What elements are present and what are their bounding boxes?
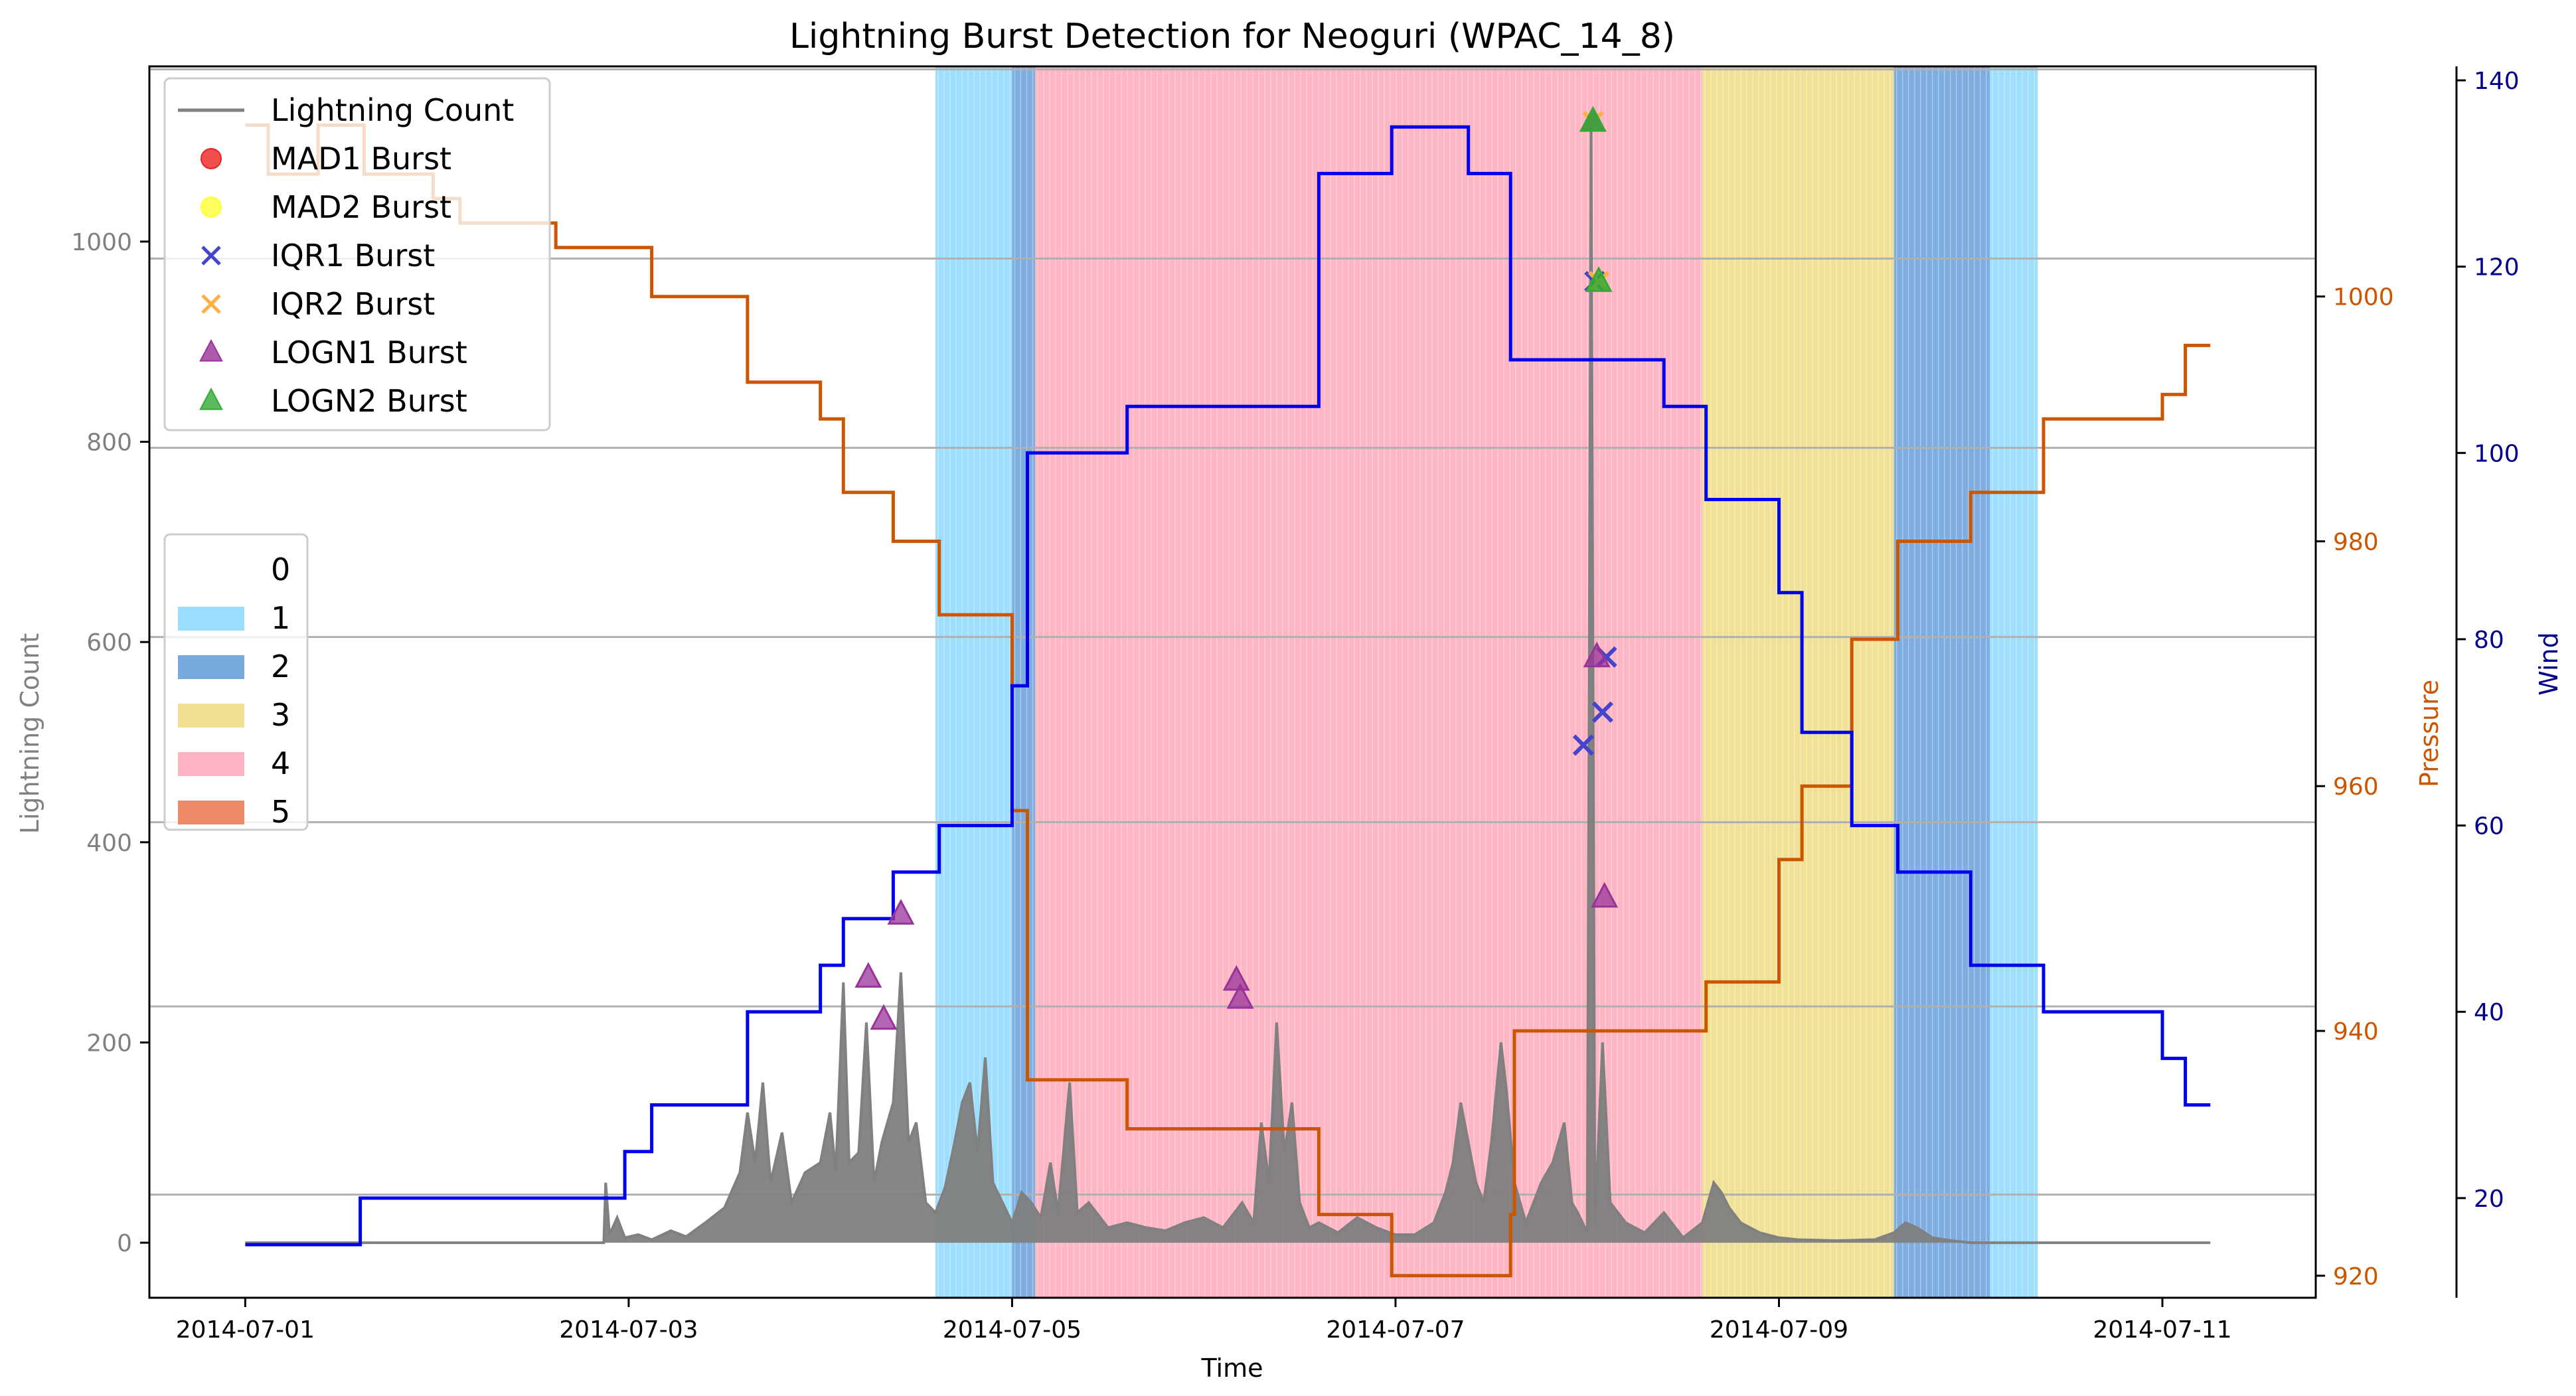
logn2-burst-marker xyxy=(1585,266,1613,292)
category-band-1 xyxy=(935,66,1012,1298)
left-tick-label: 0 xyxy=(117,1230,132,1257)
category-bands xyxy=(935,66,2038,1298)
pressure-axis-label: Pressure xyxy=(2415,680,2444,787)
legend-category-swatch xyxy=(178,655,244,679)
legend-x-swatch xyxy=(201,246,221,266)
x-tick-label: 2014-07-09 xyxy=(1710,1316,1848,1344)
wind-tick-label: 100 xyxy=(2474,440,2520,467)
iqr1-burst-marker xyxy=(1572,734,1595,756)
legend-label: 0 xyxy=(271,552,290,587)
wind-tick-label: 40 xyxy=(2474,999,2504,1026)
x-tick-label: 2014-07-07 xyxy=(1326,1316,1465,1344)
logn1-burst-marker xyxy=(854,962,882,988)
category-band-3 xyxy=(1702,66,1894,1298)
legend-category-swatch xyxy=(178,752,244,776)
pressure-tick-label: 980 xyxy=(2333,528,2379,556)
logn2-burst-marker xyxy=(1579,106,1607,132)
legend-label: 5 xyxy=(271,794,290,830)
category-band-1 xyxy=(1990,66,2038,1298)
wind-tick-label: 80 xyxy=(2474,627,2504,654)
x-tick-label: 2014-07-01 xyxy=(176,1316,315,1344)
x-tick-label: 2014-07-05 xyxy=(943,1316,1082,1344)
category-band-2 xyxy=(1893,66,1990,1298)
lightning-count-line xyxy=(245,121,2211,1245)
legend-label: MAD1 Burst xyxy=(271,141,451,177)
chart-title: Lightning Burst Detection for Neoguri (W… xyxy=(789,17,1675,56)
left-tick-label: 200 xyxy=(86,1030,132,1057)
legend-label: 4 xyxy=(271,745,290,781)
wind-tick-label: 140 xyxy=(2474,68,2520,95)
legend-triangle-swatch xyxy=(199,339,223,362)
legend-label: MAD2 Burst xyxy=(271,189,451,225)
wind-tick-label: 60 xyxy=(2474,813,2504,840)
left-tick-label: 600 xyxy=(86,629,132,657)
left-tick-label: 800 xyxy=(86,429,132,457)
axes: 2014-07-01 2014-07-03 2014-07-05 2014-07-07… xyxy=(71,66,2520,1344)
legend-label: Lightning Count xyxy=(271,92,514,128)
x-axis-label: Time xyxy=(1201,1354,1263,1383)
left-axis-label: Lightning Count xyxy=(15,633,44,834)
legend-x-swatch xyxy=(201,294,221,314)
x-tick-label: 2014-07-03 xyxy=(559,1316,698,1344)
legend-label: LOGN1 Burst xyxy=(271,335,467,370)
legend-triangle-swatch xyxy=(199,387,223,410)
legend-label: 2 xyxy=(271,649,290,684)
legend-category-swatch xyxy=(178,607,244,631)
legend-label: IQR2 Burst xyxy=(271,286,435,322)
logn1-burst-marker xyxy=(1591,882,1619,908)
series-legend-box xyxy=(163,77,551,431)
pressure-tick-label: 960 xyxy=(2333,773,2379,801)
iqr1-burst-marker xyxy=(1591,701,1613,723)
wind-line xyxy=(245,125,2211,1247)
legend-label: LOGN2 Burst xyxy=(271,383,467,419)
legend-category-swatch xyxy=(178,558,244,582)
legend-label: IQR1 Burst xyxy=(271,238,435,273)
wind-axis-label: Wind xyxy=(2534,632,2563,696)
pressure-tick-label: 1000 xyxy=(2333,284,2394,311)
series-legend: Lightning Count MAD1 Burst MAD2 Burst IQR1 … xyxy=(163,77,551,431)
plot-frame xyxy=(148,65,2317,1299)
legend-label: 3 xyxy=(271,697,290,733)
pressure-tick-label: 920 xyxy=(2333,1263,2379,1290)
left-tick-label: 400 xyxy=(86,830,132,857)
wind-tick-label: 20 xyxy=(2474,1186,2504,1213)
legend-category-swatch xyxy=(178,704,244,728)
x-tick-label: 2014-07-11 xyxy=(2093,1316,2231,1344)
category-band-2 xyxy=(1012,66,1036,1298)
logn1-burst-marker xyxy=(1583,641,1611,668)
legend-circle-swatch xyxy=(201,148,222,169)
logn1-burst-marker xyxy=(887,899,915,925)
pressure-tick-label: 940 xyxy=(2333,1018,2379,1046)
legend-label: 1 xyxy=(271,600,290,636)
legend-category-swatch xyxy=(178,801,244,824)
burst-markers xyxy=(854,106,1619,1030)
logn1-burst-marker xyxy=(1226,982,1254,1009)
category-legend: 0 1 2 3 4 5 xyxy=(163,533,309,831)
logn1-burst-marker xyxy=(1222,965,1250,991)
left-tick-label: 1000 xyxy=(71,229,132,256)
legend-circle-swatch xyxy=(201,196,222,218)
wind-tick-label: 120 xyxy=(2474,254,2520,281)
logn1-burst-marker xyxy=(870,1004,898,1030)
